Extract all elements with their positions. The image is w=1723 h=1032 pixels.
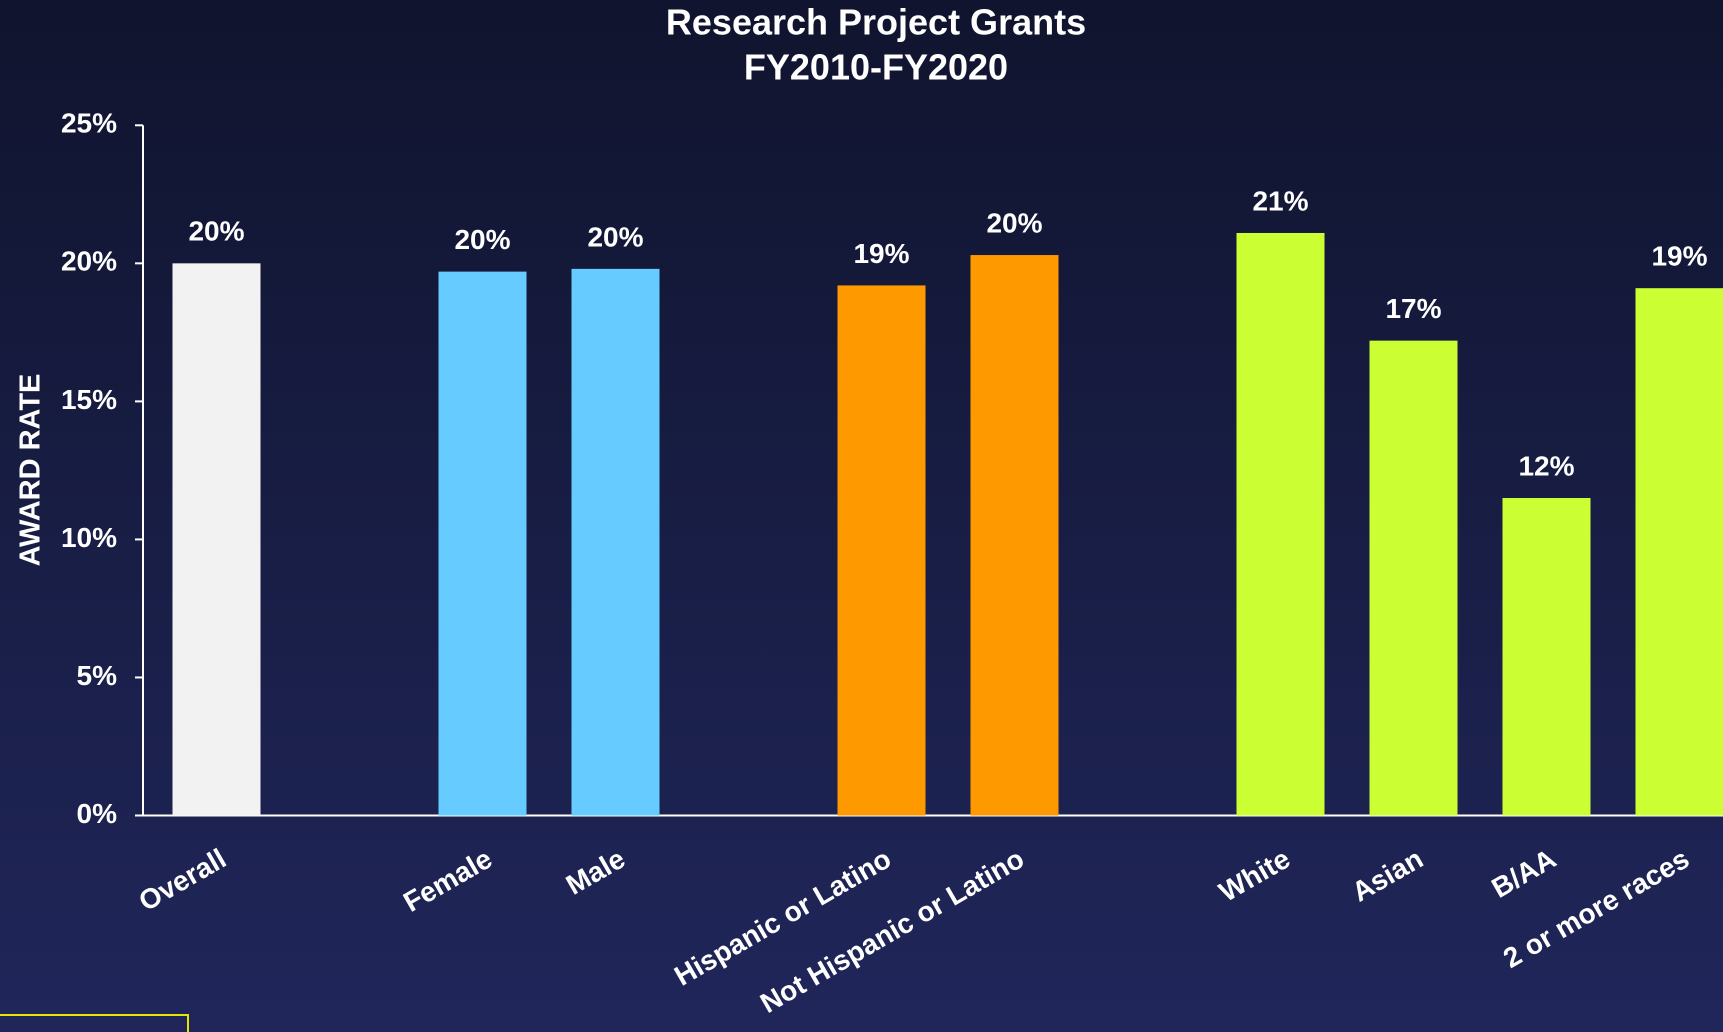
bar	[438, 271, 527, 816]
chart-title: Research Project Grants	[666, 2, 1086, 43]
data-label: 20%	[587, 221, 643, 252]
bar	[837, 285, 926, 816]
y-tick-label: 10%	[61, 522, 117, 553]
data-label: 19%	[853, 238, 909, 269]
data-label: 12%	[1518, 450, 1574, 481]
data-label: 21%	[1252, 185, 1308, 216]
bar	[1236, 232, 1325, 816]
data-label: 17%	[1385, 293, 1441, 324]
bar	[571, 268, 660, 816]
bar	[1502, 498, 1591, 816]
data-label: 20%	[188, 216, 244, 247]
data-label: 19%	[1651, 241, 1707, 272]
y-tick-label: 15%	[61, 384, 117, 415]
bar	[970, 255, 1059, 816]
y-tick-label: 25%	[61, 108, 117, 139]
bar	[1635, 288, 1723, 816]
y-tick-label: 5%	[77, 660, 118, 691]
data-label: 20%	[454, 224, 510, 255]
y-tick-label: 0%	[77, 798, 118, 829]
data-label: 20%	[986, 207, 1042, 238]
decor-box	[0, 1014, 189, 1032]
bar	[172, 263, 261, 816]
y-tick-label: 20%	[61, 246, 117, 277]
y-axis-label: AWARD RATE	[15, 374, 47, 567]
chart-subtitle: FY2010-FY2020	[744, 47, 1008, 88]
bar	[1369, 340, 1458, 816]
